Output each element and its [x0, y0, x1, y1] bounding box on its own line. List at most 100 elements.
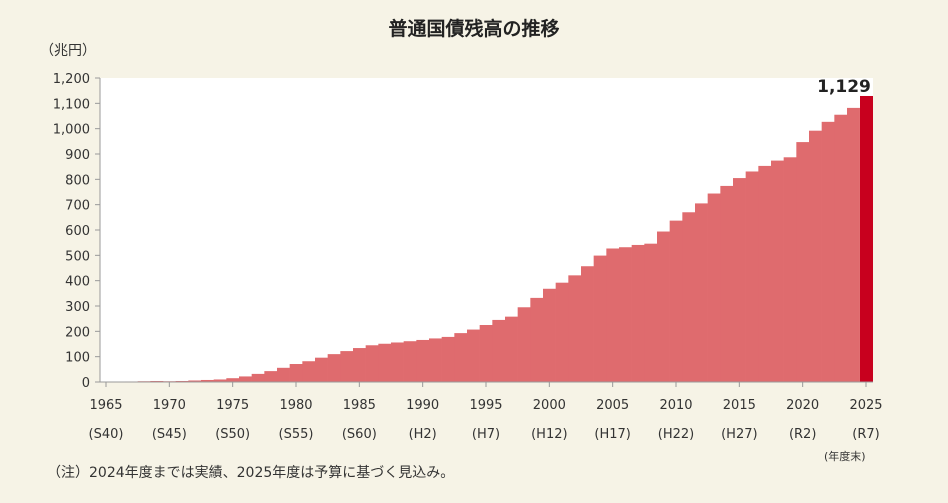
x-tick-label: 1985: [343, 398, 376, 413]
y-tick-label: 1,200: [53, 72, 90, 87]
y-axis-unit: （兆円）: [40, 43, 96, 59]
y-tick-label: 900: [65, 148, 90, 163]
x-era-label: (S60): [342, 427, 377, 442]
x-tick-label: 2010: [659, 398, 692, 413]
bar: [631, 244, 645, 382]
bar: [821, 121, 835, 382]
x-era-label: (R2): [789, 427, 816, 442]
bar: [606, 248, 620, 382]
x-tick-label: 1980: [279, 398, 312, 413]
x-era-label: (H27): [721, 427, 757, 442]
bar: [302, 361, 316, 382]
x-era-label: (S50): [215, 427, 250, 442]
bar: [492, 319, 506, 382]
bar: [669, 220, 683, 382]
bar: [644, 243, 658, 382]
bar: [555, 282, 569, 382]
bar: [403, 341, 417, 382]
y-tick-label: 600: [65, 224, 90, 239]
y-tick-label: 400: [65, 275, 90, 290]
x-era-label: (H17): [594, 427, 630, 442]
bar: [517, 307, 531, 382]
bar: [188, 380, 202, 382]
bar: [429, 338, 442, 382]
y-tick-label: 1,000: [53, 123, 90, 138]
bar: [505, 316, 518, 382]
bar: [441, 336, 455, 382]
x-tick-label: 1970: [153, 398, 186, 413]
x-tick-label: 2020: [786, 398, 819, 413]
x-era-label: (S40): [89, 427, 124, 442]
bar: [771, 160, 784, 382]
y-tick-label: 1,100: [53, 97, 90, 112]
y-tick-label: 0: [82, 376, 90, 391]
bar: [543, 288, 556, 382]
bar-highlight: [860, 95, 873, 383]
y-tick-label: 200: [65, 325, 90, 340]
x-tick-label: 2015: [723, 398, 756, 413]
bar: [175, 380, 189, 382]
y-tick-label: 100: [65, 351, 90, 366]
y-tick-label: 800: [65, 173, 90, 188]
x-era-label: (H12): [531, 427, 567, 442]
bar: [758, 165, 772, 382]
bar: [479, 325, 493, 382]
bar: [796, 142, 810, 382]
bar: [581, 266, 594, 382]
x-tick-label: 2025: [849, 398, 882, 413]
x-tick-label: 2000: [533, 398, 566, 413]
x-tick-label: 1990: [406, 398, 439, 413]
bar: [467, 329, 480, 382]
bar: [416, 339, 430, 382]
x-axis-end-unit: (年度末): [824, 450, 866, 463]
bars-group: [99, 95, 873, 383]
bar: [365, 345, 379, 382]
bar: [720, 185, 734, 382]
y-axis: 0 100 200 300 400 500 600 700 800 900 1,000 1,100 1,…: [53, 72, 101, 391]
y-tick-label: 500: [65, 249, 90, 264]
bar: [340, 351, 354, 382]
bar: [264, 371, 278, 382]
x-tick-label: 1995: [469, 398, 502, 413]
bar: [251, 373, 265, 382]
bar: [213, 379, 227, 382]
x-era-label: (S45): [152, 427, 187, 442]
x-tick-label: 1965: [89, 398, 122, 413]
bar: [593, 255, 607, 382]
bar: [454, 333, 468, 382]
bar: [745, 171, 759, 382]
bar: [695, 203, 708, 382]
bar: [226, 378, 240, 382]
bar: [289, 364, 303, 382]
chart-title: 普通国債残高の推移: [388, 18, 560, 40]
bar: [847, 107, 860, 382]
bar: [809, 130, 822, 382]
x-tick-label: 2005: [596, 398, 629, 413]
x-era-label: (S55): [279, 427, 314, 442]
footnote: （注）2024年度までは実績、2025年度は予算に基づく見込み。: [47, 465, 455, 481]
bar: [657, 231, 670, 382]
bar: [619, 247, 632, 382]
bar: [682, 212, 696, 382]
bar: [327, 354, 341, 382]
bar: [733, 178, 746, 382]
x-era-label: (H22): [658, 427, 694, 442]
bar: [568, 275, 582, 382]
bar: [378, 343, 392, 382]
bar: [150, 380, 164, 382]
x-era-label: (H7): [472, 427, 500, 442]
y-tick-label: 700: [65, 199, 90, 214]
bar: [239, 376, 252, 382]
bar: [707, 193, 721, 382]
bar: [530, 297, 544, 382]
x-axis: 1965 (S40) 1970 (S45) 1975 (S50) 1980 (S55) 1985…: [89, 382, 883, 442]
x-tick-label: 1975: [216, 398, 249, 413]
bar: [353, 348, 366, 382]
x-era-label: (H2): [409, 427, 437, 442]
bar: [391, 342, 404, 382]
x-era-label: (R7): [852, 427, 879, 442]
bar: [315, 357, 328, 382]
y-tick-label: 300: [65, 300, 90, 315]
bar: [277, 367, 290, 382]
